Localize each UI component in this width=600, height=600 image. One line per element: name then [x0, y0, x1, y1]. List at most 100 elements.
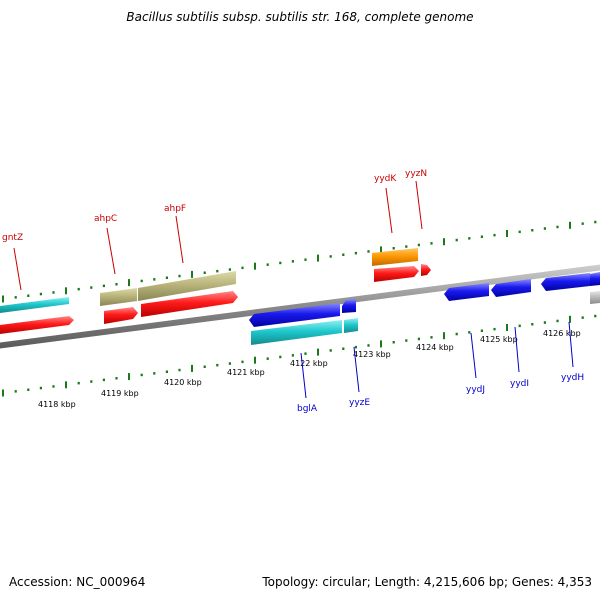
scale-minor-tick [405, 339, 408, 342]
gene-label-leader [470, 332, 477, 379]
scale-minor-tick [203, 365, 206, 368]
upper-minor-tick [329, 255, 332, 258]
scale-minor-tick [216, 363, 219, 367]
gene-label-yydK: yydK [374, 174, 397, 184]
upper-minor-tick [77, 287, 80, 291]
gene-label-leader [106, 227, 116, 275]
kbp-label: 4120 kbp [164, 378, 202, 387]
gene-arrow-gray-edge [590, 291, 600, 304]
scale-minor-tick [430, 336, 433, 339]
reverse-gene-label-texts: bglA yyzE yydJ yydI yydH [297, 373, 584, 414]
upper-minor-tick [140, 279, 143, 283]
gene-arrow-red-yyzN [421, 264, 431, 276]
upper-minor-tick [430, 242, 433, 245]
scale-minor-tick [342, 347, 345, 350]
scale-major-tick [443, 332, 445, 340]
scale-minor-tick [556, 319, 559, 323]
gene-label-leader [300, 352, 307, 399]
upper-minor-tick [455, 238, 458, 242]
gene-arrow-cyan-gntZ-region [0, 297, 69, 313]
gene-arrow-olive-ahpF-region [138, 271, 236, 301]
scale-major-tick [191, 364, 193, 372]
upper-minor-tick [493, 233, 496, 237]
upper-minor-tick [203, 271, 206, 274]
scale-major-tick [128, 373, 130, 381]
upper-major-tick [65, 287, 67, 295]
scale-minor-tick [52, 385, 55, 388]
scale-minor-tick [417, 337, 420, 341]
gene-label-yyzN: yyzN [405, 169, 427, 179]
scale-major-tick [569, 315, 571, 323]
upper-minor-tick [153, 278, 156, 281]
upper-major-tick [128, 279, 130, 287]
gene-arrow-orange-yydK [372, 248, 418, 266]
scale-minor-tick [543, 321, 546, 324]
scale-minor-tick [77, 381, 80, 385]
upper-major-tick [569, 221, 571, 229]
upper-major-tick [380, 246, 382, 254]
upper-minor-tick [367, 250, 370, 253]
scale-minor-tick [266, 357, 269, 360]
scale-minor-tick [291, 354, 294, 357]
reverse-gene-arrows [249, 272, 600, 345]
kbp-label: 4118 kbp [38, 400, 76, 409]
scale-minor-tick [90, 380, 93, 383]
scale-minor-tick [115, 377, 118, 380]
scale-minor-tick [14, 390, 17, 393]
scale-major-tick [65, 381, 67, 389]
scale-major-tick [254, 356, 256, 364]
scale-minor-tick [354, 345, 357, 349]
upper-minor-tick [543, 227, 546, 230]
upper-minor-tick [518, 230, 521, 234]
gene-label-leader [175, 215, 184, 264]
gene-label-leader [13, 247, 22, 291]
scale-minor-tick [27, 388, 30, 391]
upper-minor-tick [14, 296, 17, 299]
upper-minor-tick [27, 294, 30, 297]
gene-label-yydJ: yydJ [466, 385, 485, 395]
map-title: Bacillus subtilis subsp. subtilis str. 1… [126, 10, 474, 24]
upper-minor-tick [581, 222, 584, 225]
gene-arrow-red-ahpF [141, 291, 238, 317]
upper-minor-tick [52, 291, 55, 294]
upper-minor-tick [90, 286, 93, 289]
gene-arrow-blue-yydI [491, 279, 531, 297]
upper-major-tick [191, 270, 193, 278]
scale-minor-tick [153, 372, 156, 375]
scale-minor-tick [39, 386, 42, 390]
kbp-label: 4119 kbp [101, 389, 139, 398]
gene-label-leader [415, 180, 423, 230]
scale-minor-tick [329, 349, 332, 352]
upper-major-tick [317, 254, 319, 262]
upper-minor-tick [291, 260, 294, 263]
gene-label-yydI: yydI [510, 379, 529, 389]
upper-minor-tick [405, 245, 408, 248]
upper-minor-tick [228, 268, 231, 271]
forward-gene-arrows [0, 248, 431, 334]
gene-arrow-red-yydK [374, 266, 419, 282]
gene-label-leader [568, 321, 574, 368]
genome-summary: Topology: circular; Length: 4,215,606 bp… [262, 575, 592, 589]
gene-arrow-red-ahpC [104, 307, 138, 324]
gene-arrow-blue-small [342, 299, 356, 313]
scale-minor-tick [178, 368, 181, 372]
gene-arrow-red-gntZ [0, 316, 74, 334]
kbp-label: 4123 kbp [353, 350, 391, 359]
scale-minor-tick [518, 324, 521, 328]
forward-strand-tick-row [2, 220, 597, 303]
upper-major-tick [254, 262, 256, 270]
scale-minor-tick [228, 362, 231, 365]
gene-label-leader [514, 326, 520, 373]
kbp-label: 4125 kbp [480, 335, 518, 344]
upper-minor-tick [480, 235, 483, 238]
reverse-gene-labels [300, 321, 574, 399]
scale-minor-tick [304, 352, 307, 355]
upper-minor-tick [115, 283, 118, 286]
upper-major-tick [506, 230, 508, 237]
scale-major-tick [2, 389, 4, 397]
forward-gene-labels [13, 180, 423, 291]
scale-minor-tick [531, 323, 534, 326]
forward-gene-label-texts: gntZ ahpC ahpF yydK yyzN [2, 169, 427, 243]
scale-minor-tick [468, 331, 471, 334]
